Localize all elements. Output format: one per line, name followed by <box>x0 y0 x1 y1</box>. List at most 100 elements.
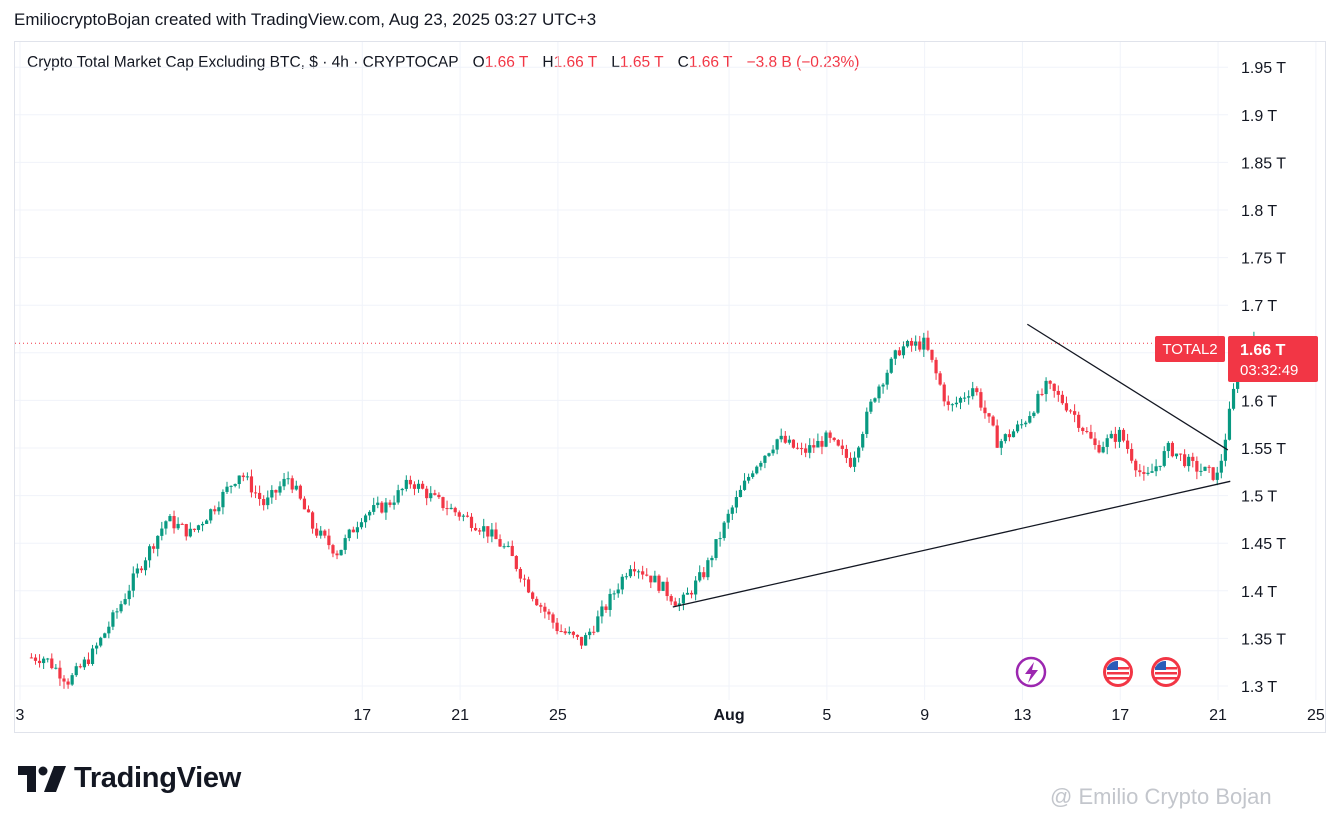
candle-down <box>274 490 278 493</box>
candle-up <box>115 611 119 613</box>
candle-up <box>738 489 743 498</box>
price-axis: 1.3 T 1.35 T 1.4 T 1.45 T 1.5 T 1.55 T 1.6 T 1.… <box>1241 60 1286 696</box>
candle-down <box>555 622 559 632</box>
candle-down <box>592 631 596 633</box>
candle-down <box>979 392 983 408</box>
candle-up <box>775 439 779 450</box>
candle-up <box>46 658 50 660</box>
candle-down <box>290 478 294 490</box>
candle-down <box>478 530 482 532</box>
candle-up <box>857 447 861 458</box>
candle-down <box>795 447 800 449</box>
candle-down <box>1052 383 1056 391</box>
price-tick-label: 1.85 T <box>1241 155 1286 172</box>
candle-up <box>616 589 620 594</box>
event-us-flag-1[interactable] <box>1103 657 1133 687</box>
candle-down <box>1085 431 1089 433</box>
candle-down <box>946 401 950 405</box>
candle-down <box>453 507 457 513</box>
time-tick-label: 25 <box>1307 707 1325 724</box>
price-tick-label: 1.4 T <box>1241 584 1277 601</box>
candle-up <box>1154 466 1158 472</box>
time-tick-label: 13 <box>1014 707 1032 724</box>
tradingview-logo[interactable]: TradingView <box>18 762 241 795</box>
candle-down <box>535 598 539 606</box>
candle-up <box>123 599 127 605</box>
candle-up <box>135 568 139 574</box>
price-tag[interactable]: 1.66 T 03:32:49 <box>1228 336 1318 382</box>
event-lightning[interactable] <box>1015 656 1047 688</box>
candle-down <box>1211 467 1215 480</box>
candle-up <box>429 493 433 499</box>
candle-down <box>1178 453 1183 455</box>
candle-down <box>799 448 804 450</box>
candle-up <box>1219 460 1223 473</box>
candle-up <box>881 384 885 387</box>
candle-down <box>791 439 796 448</box>
candle-down <box>934 359 938 374</box>
candle-up <box>1015 424 1020 432</box>
candle-down <box>306 509 311 513</box>
candle-up <box>209 509 213 521</box>
symbol-tag[interactable]: TOTAL2 <box>1155 336 1225 362</box>
candle-down <box>1183 454 1187 467</box>
candle-down <box>498 539 502 547</box>
candle-down <box>213 509 217 512</box>
candle-up <box>131 573 135 591</box>
candle-up <box>584 635 588 646</box>
tradingview-wordmark: TradingView <box>74 762 241 794</box>
candle-down <box>445 508 449 510</box>
candle-down <box>1056 390 1060 395</box>
price-tick-label: 1.3 T <box>1241 679 1277 696</box>
candle-down <box>669 596 673 602</box>
candle-up <box>901 346 906 356</box>
candle-up <box>156 535 160 549</box>
candle-up <box>359 522 364 528</box>
candle-down <box>139 568 144 571</box>
candle-down <box>1060 394 1064 404</box>
candle-down <box>323 530 327 536</box>
candle-up <box>372 505 376 512</box>
candle-down <box>33 657 38 661</box>
chart-grid <box>15 42 1317 700</box>
candle-up <box>950 404 954 406</box>
candle-down <box>987 413 991 417</box>
candle-down <box>1191 456 1195 461</box>
candle-up <box>730 507 734 514</box>
candle-up <box>490 529 494 537</box>
event-us-flag-2[interactable] <box>1151 657 1181 687</box>
candle-up <box>779 435 783 440</box>
price-tick-label: 1.5 T <box>1241 489 1277 506</box>
candle-up <box>967 396 971 398</box>
candle-down <box>844 448 849 458</box>
candle-down <box>848 457 853 467</box>
candle-down <box>665 581 669 597</box>
candle-down <box>938 373 942 385</box>
candle-up <box>734 497 738 508</box>
candle-down <box>1007 434 1012 438</box>
candle-down <box>930 349 934 360</box>
candle-up <box>714 539 718 558</box>
candle-down <box>388 502 392 505</box>
candle-up <box>620 576 624 590</box>
candle-up <box>196 525 201 530</box>
candle-down <box>1089 431 1093 439</box>
trendline-lower <box>672 480 1231 608</box>
candle-up <box>168 516 172 522</box>
candle-down <box>331 545 335 554</box>
candle-up <box>319 530 323 536</box>
candle-down <box>50 658 54 669</box>
candle-up <box>685 592 690 595</box>
time-tick-label: 5 <box>822 707 831 724</box>
candle-up <box>954 402 959 405</box>
candle-up <box>1187 456 1191 467</box>
candle-up <box>698 572 702 581</box>
candle-down <box>172 516 176 529</box>
candle-down <box>241 475 245 478</box>
time-tick-label: 3 <box>16 707 25 724</box>
candle-down <box>828 432 832 438</box>
candle-up <box>596 616 600 632</box>
candle-down <box>1064 403 1069 411</box>
candle-up <box>755 466 759 474</box>
